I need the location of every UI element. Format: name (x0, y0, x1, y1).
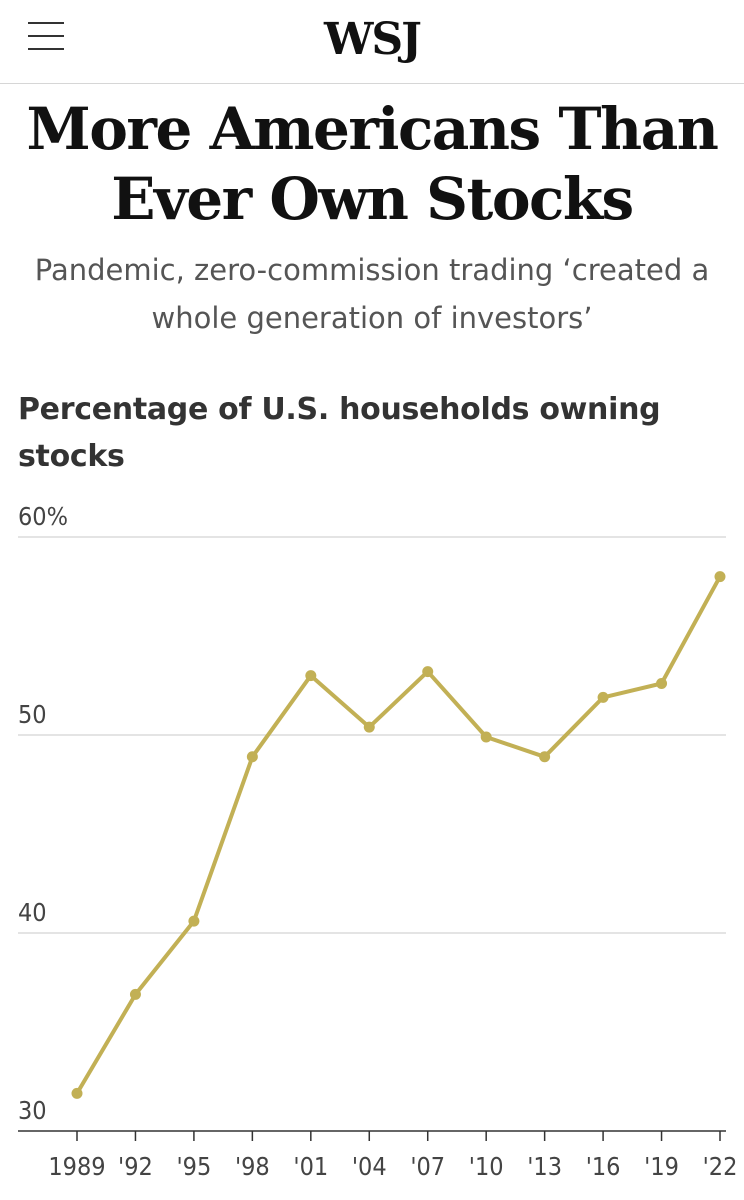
x-tick-label: '22 (703, 1152, 738, 1181)
x-tick-label: '98 (235, 1152, 270, 1181)
data-point (305, 670, 317, 682)
data-point (71, 1087, 83, 1099)
article-headline: More Americans Than Ever Own Stocks (26, 95, 719, 233)
chart-title: Percentage of U.S. households owning sto… (18, 392, 661, 474)
data-point (539, 751, 551, 763)
x-tick-label: '16 (586, 1152, 621, 1181)
y-tick-label: 30 (18, 1096, 47, 1125)
x-tick-label: '95 (177, 1152, 212, 1181)
data-point (480, 731, 492, 743)
data-point (714, 571, 726, 583)
x-tick-label: '92 (118, 1152, 153, 1181)
x-tick-label: '13 (527, 1152, 562, 1181)
article-dek: Pandemic, zero-commission trading ‘creat… (34, 253, 710, 335)
data-point (422, 666, 434, 678)
data-point (363, 721, 375, 733)
hamburger-menu-icon[interactable] (28, 22, 64, 52)
data-point (597, 691, 609, 703)
data-point (246, 751, 258, 763)
data-point (656, 678, 668, 690)
data-point (129, 988, 141, 1000)
x-tick-label: '07 (410, 1152, 445, 1181)
x-tick-label: 1989 (48, 1152, 105, 1181)
x-tick-label: '19 (644, 1152, 679, 1181)
top-navigation-bar: WSJ (0, 0, 744, 84)
x-tick-label: '10 (469, 1152, 504, 1181)
y-tick-label: 60% (18, 502, 68, 531)
wsj-logo[interactable]: WSJ (323, 14, 422, 65)
data-point (188, 915, 200, 927)
x-tick-label: '01 (293, 1152, 328, 1181)
y-tick-label: 50 (18, 700, 47, 729)
series-line (75, 574, 722, 1096)
x-tick-label: '04 (352, 1152, 387, 1181)
y-tick-label: 40 (18, 898, 47, 927)
